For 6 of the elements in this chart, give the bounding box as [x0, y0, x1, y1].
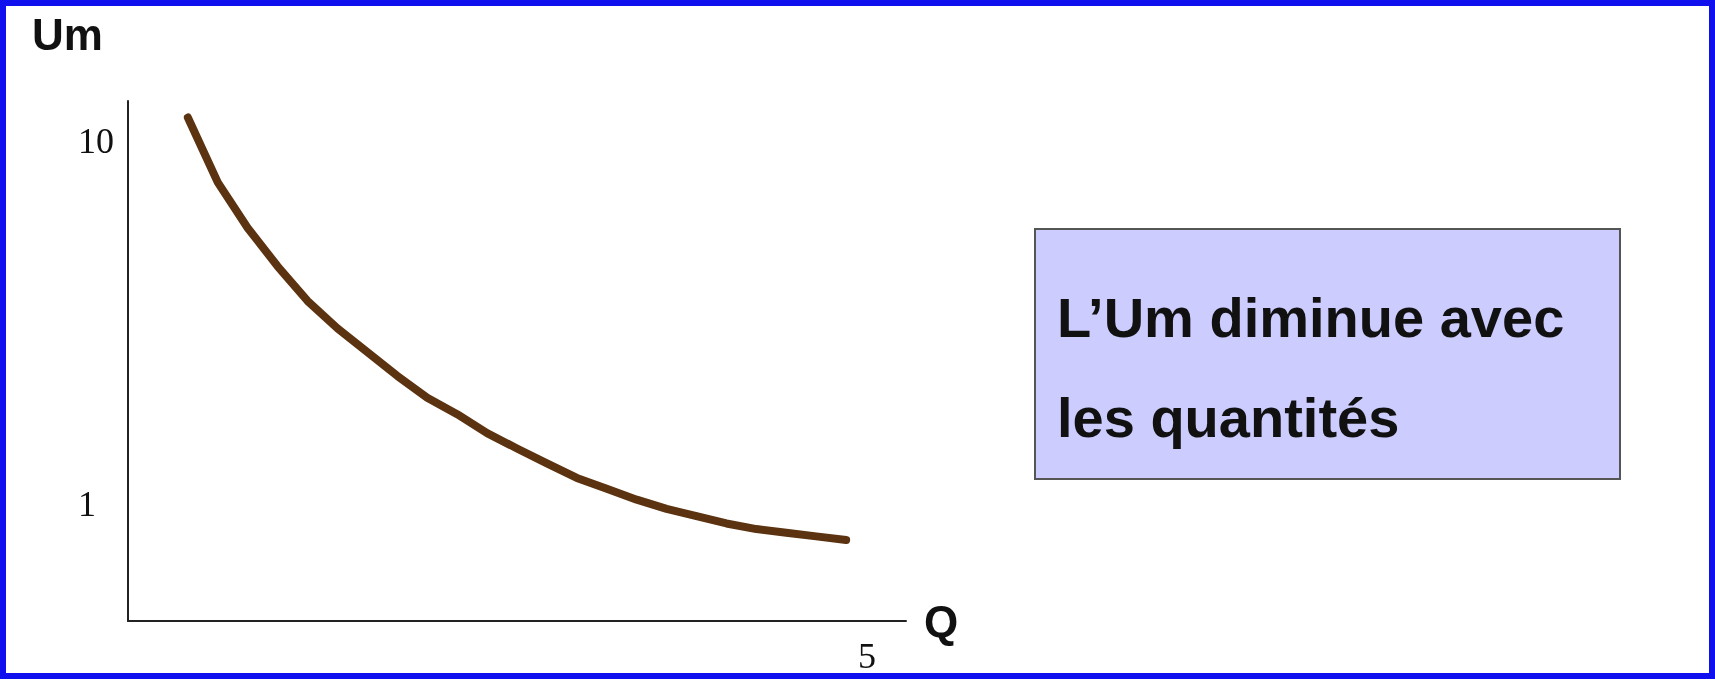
text: 5 [858, 636, 876, 676]
y-tick-label: 1 [78, 484, 96, 525]
y-tick-label: 10 [78, 121, 114, 162]
text: L’Um diminue avec les quantités [1057, 285, 1565, 449]
y-axis-title: Um [32, 9, 103, 59]
x-axis-title: Q [924, 596, 959, 646]
